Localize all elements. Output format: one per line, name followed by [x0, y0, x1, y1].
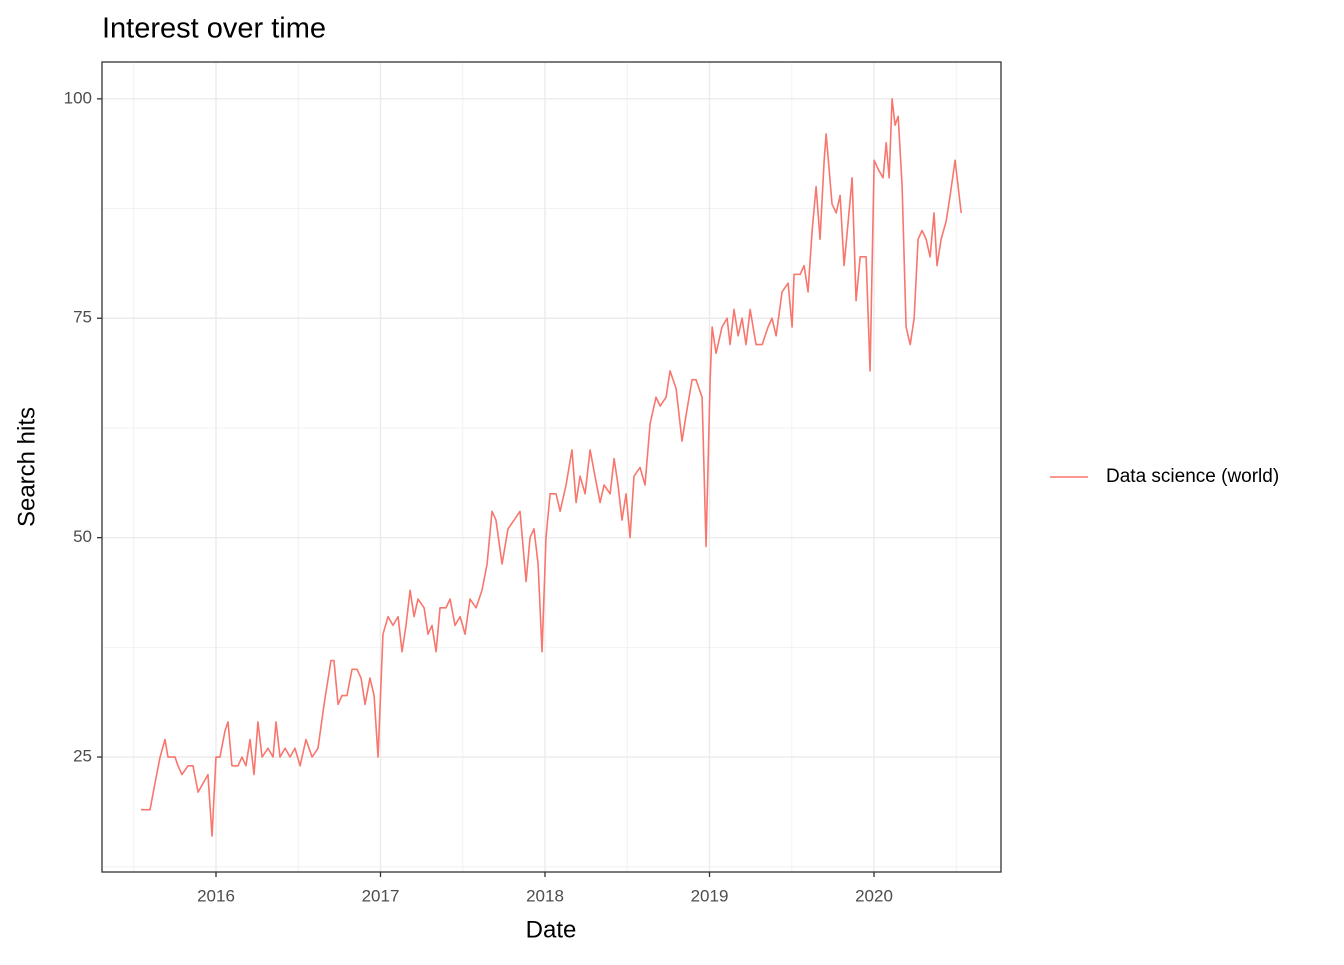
y-axis-label: Search hits: [13, 407, 40, 527]
y-tick-label: 50: [73, 527, 92, 546]
panel-border: [101, 61, 1002, 873]
data-line: [140, 98, 962, 837]
y-tick-label: 25: [73, 747, 92, 766]
x-tick-label: 2017: [362, 886, 400, 905]
legend-label: Data science (world): [1106, 466, 1279, 487]
plot: [140, 98, 962, 837]
x-tick-label: 2018: [526, 886, 564, 905]
y-tick-label: 75: [73, 308, 92, 327]
y-tick-label: 100: [64, 88, 92, 107]
x-tick-label: 2020: [855, 886, 893, 905]
x-tick-label: 2019: [691, 886, 729, 905]
x-tick-label: 2016: [197, 886, 235, 905]
x-axis-label: Date: [526, 916, 577, 943]
grid: [102, 62, 1001, 872]
chart-title: Interest over time: [102, 13, 326, 45]
